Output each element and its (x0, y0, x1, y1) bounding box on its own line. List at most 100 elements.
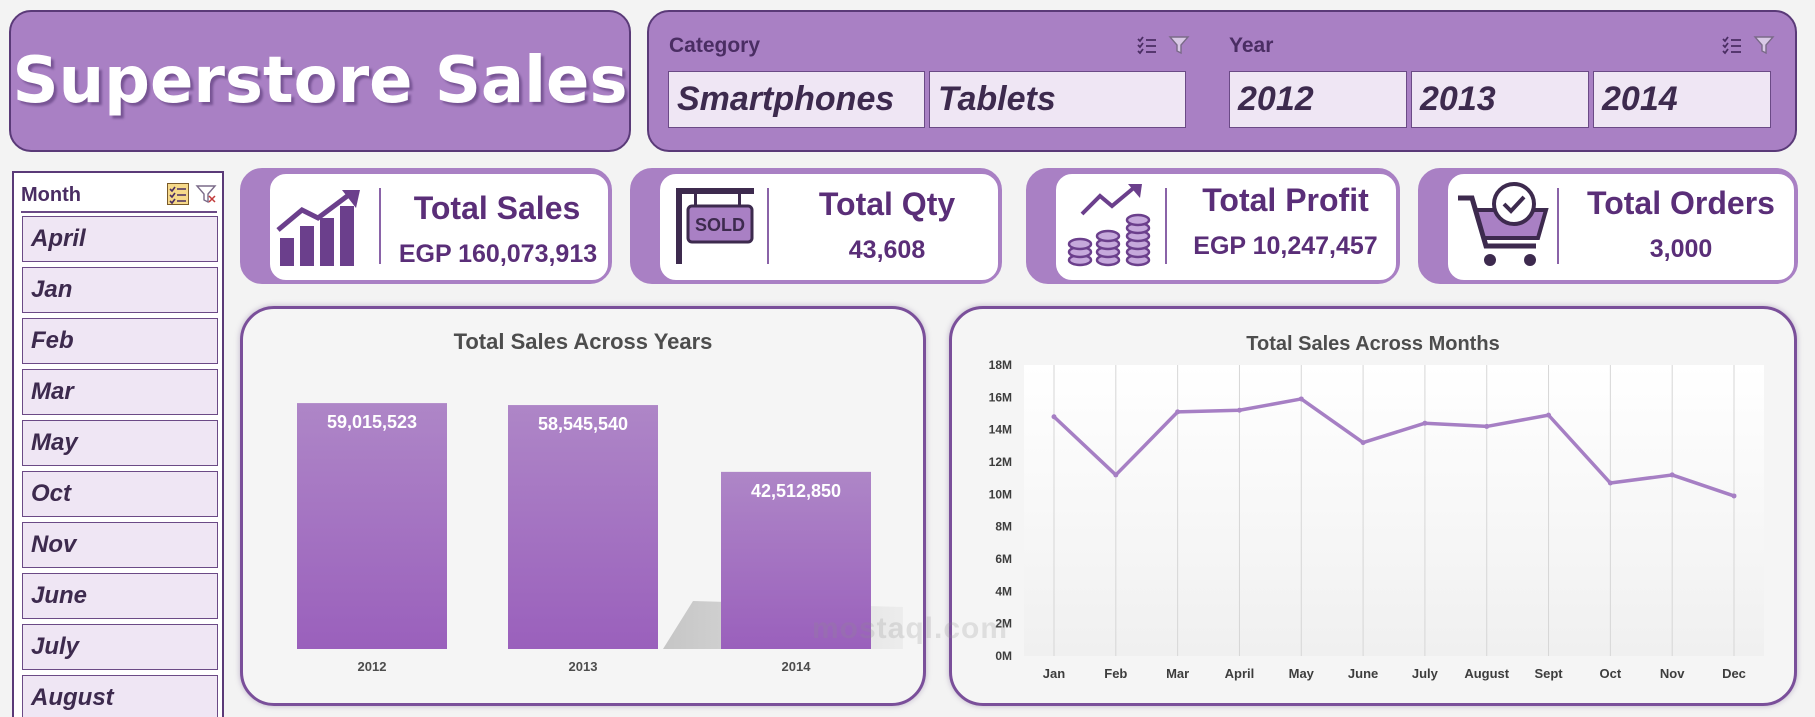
bar-data-label: 59,015,523 (327, 412, 417, 432)
kpi-total-orders-value: 3,000 (1649, 235, 1713, 263)
x-tick-label: Sept (1534, 666, 1563, 681)
data-point (1731, 493, 1737, 499)
month-option-nov[interactable]: Nov (22, 522, 218, 568)
bar (721, 471, 871, 649)
x-tick-label: Dec (1722, 666, 1746, 681)
chart-title: Total Sales Across Years (453, 329, 713, 354)
month-option-april[interactable]: April (22, 216, 218, 262)
category-slicer-label: Category (669, 34, 761, 57)
year-option-2013[interactable]: 2013 (1411, 71, 1589, 128)
chart-title: Total Sales Across Months (1246, 333, 1500, 355)
y-tick-label: 0M (995, 649, 1012, 663)
month-option-mar[interactable]: Mar (22, 369, 218, 415)
x-tick-label: April (1225, 666, 1255, 681)
y-tick-label: 16M (989, 390, 1012, 404)
x-tick-label: June (1348, 666, 1378, 681)
x-tick-label: May (1289, 666, 1315, 681)
multi-select-icon[interactable] (1136, 34, 1158, 56)
x-tick-label: Oct (1600, 666, 1622, 681)
data-point (1298, 396, 1304, 402)
year-slicer-tools (1721, 34, 1775, 56)
sales-by-month-chart: Total Sales Across Months 0M 2M 4M 6M 8M 10M 1… (949, 306, 1797, 706)
month-option-august[interactable]: August (22, 675, 218, 717)
category-option-smartphones[interactable]: Smartphones (668, 71, 925, 128)
multi-select-icon[interactable] (167, 183, 189, 205)
bar-data-label: 42,512,850 (751, 481, 841, 501)
clear-filter-icon[interactable] (1753, 34, 1775, 56)
kpi-total-sales-label: Total Sales (413, 190, 581, 226)
kpi-divider (767, 188, 769, 264)
month-option-oct[interactable]: Oct (22, 471, 218, 517)
x-tick-label: 2012 (358, 659, 387, 674)
line-chart-svg: 0M 2M 4M 6M 8M 10M 12M 14M 16M 18M Jan Feb Mar April M… (989, 358, 1764, 681)
y-tick-label: 10M (989, 487, 1012, 501)
data-point (1113, 472, 1119, 478)
y-tick-label: 4M (995, 584, 1012, 598)
month-slicer-label: Month (21, 183, 81, 206)
data-point (1607, 480, 1613, 486)
dashboard-title: Superstore Sales (12, 44, 628, 118)
data-point (1669, 472, 1675, 478)
data-point (1546, 412, 1552, 418)
y-tick-label: 18M (989, 358, 1012, 372)
clear-filter-icon[interactable] (1168, 34, 1190, 56)
kpi-total-orders: Total Orders 3,000 (1418, 168, 1798, 284)
x-tick-label: August (1464, 666, 1509, 681)
bar (297, 403, 447, 649)
data-point (1051, 414, 1057, 420)
clear-filter-icon[interactable] (195, 183, 217, 205)
y-tick-label: 6M (995, 552, 1012, 566)
kpi-divider (379, 188, 381, 264)
bar-chart-svg: 59,015,523 2012 58,545,540 2013 42,512,850 20… (297, 403, 903, 674)
kpi-divider (1165, 188, 1167, 264)
month-option-july[interactable]: July (22, 624, 218, 670)
coins-growth-icon (1067, 184, 1151, 267)
plot-area (1024, 365, 1764, 656)
month-slicer: Month April Jan Feb Mar May Oct Nov June… (12, 171, 224, 717)
kpi-divider (1557, 188, 1559, 264)
month-slicer-header: Month (21, 179, 217, 213)
data-point (1422, 420, 1428, 426)
kpi-total-profit-label: Total Profit (1202, 182, 1369, 218)
x-tick-label: Mar (1166, 666, 1189, 681)
watermark: mostaql.com (812, 612, 1009, 645)
data-point (1360, 440, 1366, 446)
x-tick-label: July (1412, 666, 1439, 681)
x-tick-label: 2013 (569, 659, 598, 674)
month-option-feb[interactable]: Feb (22, 318, 218, 364)
data-point (1484, 423, 1490, 429)
rising-bar-chart-icon (276, 190, 360, 266)
kpi-total-qty: SOLD Total Qty 43,608 (630, 168, 1002, 284)
sold-sign-text: SOLD (695, 215, 745, 235)
kpi-total-sales-value: EGP 160,073,913 (398, 240, 598, 268)
kpi-total-sales: Total Sales EGP 160,073,913 (240, 168, 612, 284)
x-tick-label: Feb (1104, 666, 1127, 681)
kpi-total-qty-value: 43,608 (848, 236, 926, 264)
month-option-jan[interactable]: Jan (22, 267, 218, 313)
kpi-total-profit: Total Profit EGP 10,247,457 (1026, 168, 1400, 284)
y-tick-label: 2M (995, 617, 1012, 631)
month-option-may[interactable]: May (22, 420, 218, 466)
y-tick-label: 14M (989, 423, 1012, 437)
data-point (1236, 407, 1242, 413)
category-slicer-tools (1136, 34, 1190, 56)
kpi-total-qty-label: Total Qty (818, 186, 956, 222)
kpi-total-orders-label: Total Orders (1587, 185, 1775, 221)
title-panel: Superstore Sales (9, 10, 631, 152)
year-option-2012[interactable]: 2012 (1229, 71, 1407, 128)
x-tick-label: 2014 (782, 659, 812, 674)
multi-select-icon[interactable] (1721, 34, 1743, 56)
kpi-total-profit-value: EGP 10,247,457 (1193, 232, 1378, 260)
shopping-cart-check-icon (1458, 182, 1549, 266)
bar (508, 405, 658, 649)
sold-sign-icon: SOLD (676, 188, 754, 264)
year-option-2014[interactable]: 2014 (1593, 71, 1771, 128)
slicers-panel: Category Smartphones Tablets Year 2012 2… (647, 10, 1797, 152)
x-tick-label: Jan (1043, 666, 1065, 681)
y-tick-label: 8M (995, 520, 1012, 534)
month-option-june[interactable]: June (22, 573, 218, 619)
y-tick-label: 12M (989, 455, 1012, 469)
year-slicer-label: Year (1229, 34, 1274, 57)
x-tick-label: Nov (1660, 666, 1685, 681)
category-option-tablets[interactable]: Tablets (929, 71, 1186, 128)
